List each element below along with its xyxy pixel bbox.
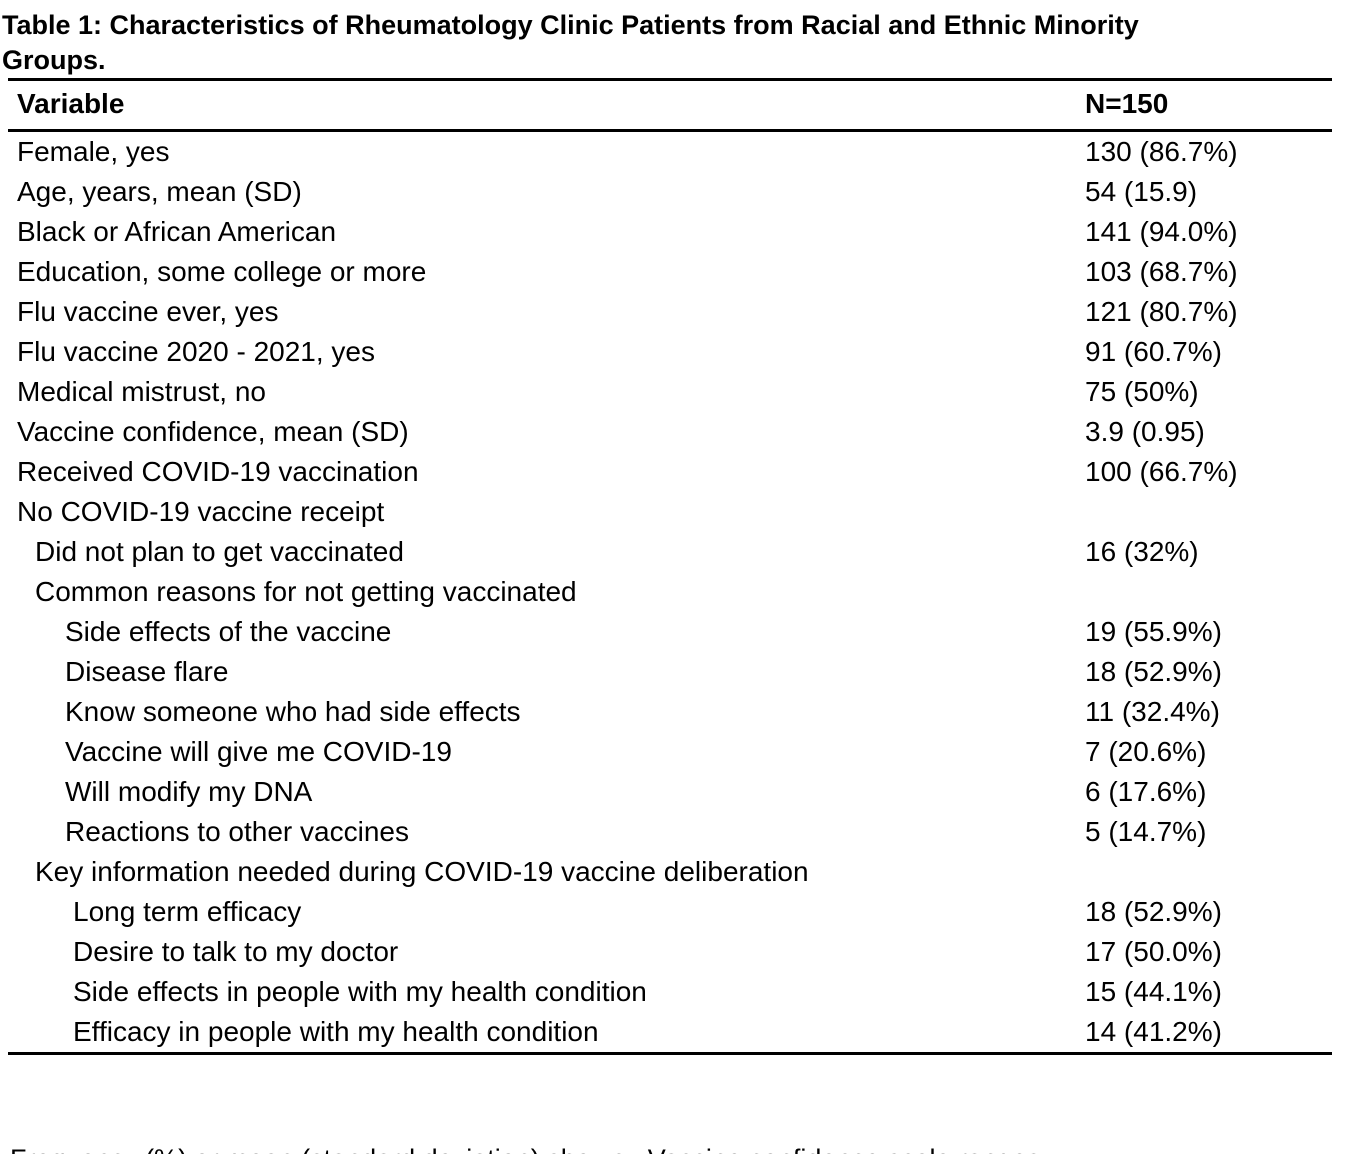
row-value: 54 (15.9) [1085,176,1198,207]
rule-header-bottom [8,129,1332,132]
table-row: Will modify my DNA 6 (17.6%) [8,772,1332,812]
row-label: Know someone who had side effects [65,696,521,727]
row-label: No COVID-19 vaccine receipt [17,496,385,527]
characteristics-table: Variable N=150 Female, yes 130 (86.7%) A… [8,81,1332,1055]
row-value: 11 (32.4%) [1085,696,1220,727]
table-footnote: Frequency (%) or mean (standard deviatio… [10,1064,1334,1154]
row-label: Medical mistrust, no [17,376,266,407]
table-row: Common reasons for not getting vaccinate… [8,572,1332,612]
row-label: Vaccine confidence, mean (SD) [17,416,409,447]
row-label: Long term efficacy [73,896,302,927]
table-row: Medical mistrust, no 75 (50%) [8,372,1332,412]
table-title-line-2: Groups. [2,45,106,75]
table-row: Female, yes 130 (86.7%) [8,132,1332,172]
row-value: 18 (52.9%) [1085,656,1222,687]
row-label: Black or African American [17,216,337,247]
row-value: 141 (94.0%) [1085,216,1238,247]
row-label: Age, years, mean (SD) [17,176,302,207]
table-row: Flu vaccine 2020 - 2021, yes 91 (60.7%) [8,332,1332,372]
table-row: Long term efficacy 18 (52.9%) [8,892,1332,932]
row-value: 7 (20.6%) [1085,736,1207,767]
row-label: Common reasons for not getting vaccinate… [35,576,577,607]
table-row: Age, years, mean (SD) 54 (15.9) [8,172,1332,212]
row-value: 14 (41.2%) [1085,1016,1222,1047]
table-row: Side effects of the vaccine 19 (55.9%) [8,612,1332,652]
row-label: Key information needed during COVID-19 v… [35,856,809,887]
row-value: 100 (66.7%) [1085,456,1238,487]
table-row: Received COVID-19 vaccination 100 (66.7%… [8,452,1332,492]
row-value: 18 (52.9%) [1085,896,1222,927]
row-label: Reactions to other vaccines [65,816,409,847]
row-label: Will modify my DNA [65,776,313,807]
row-label: Female, yes [17,136,170,167]
row-label: Desire to talk to my doctor [73,936,399,967]
table-row: Know someone who had side effects 11 (32… [8,692,1332,732]
row-value: 121 (80.7%) [1085,296,1238,327]
table-row: Black or African American 141 (94.0%) [8,212,1332,252]
table-title: Table 1: Characteristics of Rheumatology… [0,0,1364,78]
row-value: 17 (50.0%) [1085,936,1222,967]
row-label: Vaccine will give me COVID-19 [65,736,452,767]
row-value: 3.9 (0.95) [1085,416,1205,447]
row-label: Flu vaccine ever, yes [17,296,279,327]
row-label: Education, some college or more [17,256,427,287]
table-row: Side effects in people with my health co… [8,972,1332,1012]
row-label: Flu vaccine 2020 - 2021, yes [17,336,375,367]
table-row: Efficacy in people with my health condit… [8,1012,1332,1052]
row-label: Side effects in people with my health co… [73,976,647,1007]
row-value: 75 (50%) [1085,376,1199,407]
row-value: 6 (17.6%) [1085,776,1207,807]
rule-table-bottom [8,1052,1332,1055]
row-value: 103 (68.7%) [1085,256,1238,287]
footnote-line-1: Frequency (%) or mean (standard deviatio… [10,1140,1334,1154]
row-value: 5 (14.7%) [1085,816,1207,847]
row-label: Efficacy in people with my health condit… [73,1016,599,1047]
row-label: Received COVID-19 vaccination [17,456,419,487]
table-row: No COVID-19 vaccine receipt [8,492,1332,532]
column-header-n: N=150 [1085,88,1169,119]
row-label: Side effects of the vaccine [65,616,392,647]
table-row: Reactions to other vaccines 5 (14.7%) [8,812,1332,852]
row-label: Did not plan to get vaccinated [35,536,404,567]
row-label: Disease flare [65,656,229,687]
row-value: 16 (32%) [1085,536,1199,567]
table-row: Vaccine will give me COVID-19 7 (20.6%) [8,732,1332,772]
table-row: Flu vaccine ever, yes 121 (80.7%) [8,292,1332,332]
table-row: Disease flare 18 (52.9%) [8,652,1332,692]
column-header-variable: Variable [17,88,125,119]
table-header-row: Variable N=150 [8,81,1332,129]
table-row: Vaccine confidence, mean (SD) 3.9 (0.95) [8,412,1332,452]
row-value: 91 (60.7%) [1085,336,1222,367]
row-value: 15 (44.1%) [1085,976,1222,1007]
table-title-line-1: Table 1: Characteristics of Rheumatology… [2,10,1139,40]
table-row: Education, some college or more 103 (68.… [8,252,1332,292]
rule-top [8,78,1332,81]
row-value: 130 (86.7%) [1085,136,1238,167]
table-row: Desire to talk to my doctor 17 (50.0%) [8,932,1332,972]
table-row: Did not plan to get vaccinated 16 (32%) [8,532,1332,572]
row-value: 19 (55.9%) [1085,616,1222,647]
table-body: Female, yes 130 (86.7%) Age, years, mean… [8,132,1332,1052]
table-row: Key information needed during COVID-19 v… [8,852,1332,892]
